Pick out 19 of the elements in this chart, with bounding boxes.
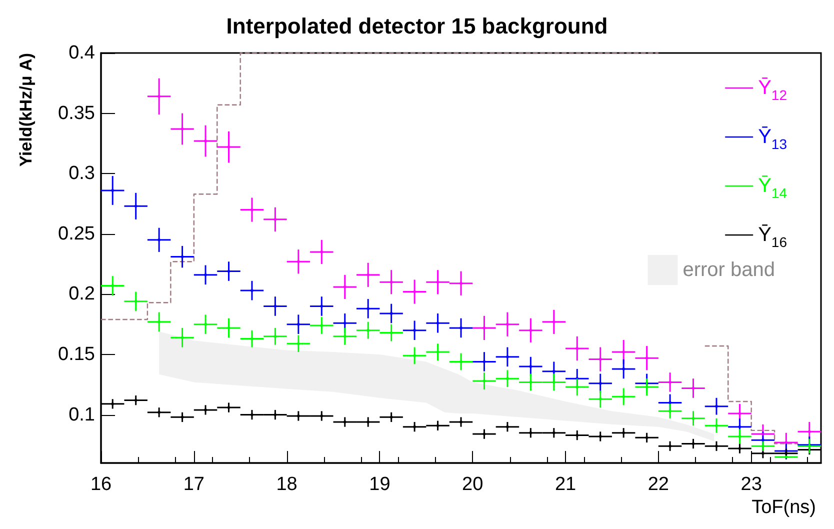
x-axis-title: ToF(ns) xyxy=(752,497,816,518)
y-tick-label: 0.25 xyxy=(58,223,95,244)
x-tick-label: 20 xyxy=(462,474,484,495)
y-tick-label: 0.35 xyxy=(58,102,95,124)
x-tick-label: 21 xyxy=(554,474,576,495)
y-tick-label: 0.1 xyxy=(68,404,95,426)
y-tick-label: 0.3 xyxy=(68,163,95,184)
chart-title: Interpolated detector 15 background xyxy=(226,14,608,38)
x-tick-label: 16 xyxy=(90,474,112,495)
x-tick-label: 19 xyxy=(369,474,390,495)
x-tick-label: 18 xyxy=(276,474,298,495)
x-tick-label: 17 xyxy=(183,474,204,495)
y-axis-title: Yield(kHz/μ A) xyxy=(16,53,36,167)
x-tick-label: 22 xyxy=(648,474,669,495)
legend-label: error band xyxy=(682,259,776,281)
y-tick-label: 0.4 xyxy=(68,42,96,64)
x-tick-label: 23 xyxy=(740,474,762,495)
y-tick-label: 0.15 xyxy=(58,344,95,365)
y-tick-label: 0.2 xyxy=(68,284,95,305)
